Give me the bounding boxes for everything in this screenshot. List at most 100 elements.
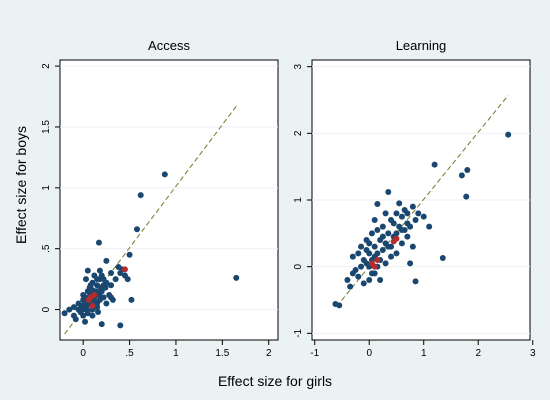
data-point [82,318,89,325]
data-point [100,294,107,301]
data-point [439,255,446,261]
data-point [407,260,414,267]
data-point [66,306,73,313]
data-point [94,304,101,311]
data-point [137,192,144,199]
data-point [390,220,397,227]
data-point [133,226,140,233]
data-point [393,250,400,257]
panel-title: Access [148,38,190,53]
panel-title: Learning [396,38,447,53]
y-tick-label: 1 [41,185,52,191]
y-tick-label: 2 [293,130,304,136]
data-point [404,233,411,240]
data-point [385,243,392,250]
data-point [415,210,422,217]
data-point [385,230,392,237]
data-point [96,267,103,274]
highlight-point [371,263,378,270]
data-point [98,288,105,295]
data-point [371,217,378,223]
data-point [398,240,405,247]
data-point [396,200,403,207]
data-point [355,273,362,280]
y-tick-label: 0 [41,306,52,312]
data-point [371,243,378,250]
data-point [89,279,96,286]
highlight-point [91,291,98,298]
x-tick-label: 1 [421,348,427,359]
data-point [82,276,89,283]
data-point [126,251,133,258]
data-point [108,282,115,289]
data-point [360,280,367,287]
panel-2: Learning -1 0 1 2 3 -1 0 1 2 3 [293,38,536,359]
data-point [336,302,343,309]
data-point [84,267,91,274]
data-point [401,207,408,213]
data-point [382,210,389,217]
data-point [409,203,416,210]
data-point [70,304,77,311]
data-point [379,233,386,240]
x-tick-label: 0 [366,348,372,359]
data-point [349,253,356,260]
y-tick-label: 0 [293,263,304,269]
data-point [409,243,416,250]
data-point [91,298,98,305]
highlight-point [89,302,96,309]
data-point [393,230,400,237]
x-tick-label: 3 [530,348,536,359]
data-point [458,172,465,179]
data-point [358,263,365,270]
data-point [426,223,433,230]
data-point [161,171,168,178]
data-point [398,213,405,220]
data-point [95,239,102,246]
x-tick-label: 2 [266,348,272,359]
data-point [412,217,419,223]
y-tick-label: 1.5 [41,120,52,134]
fit-line [336,95,509,307]
data-point [80,291,87,298]
data-point [377,277,384,283]
data-point [344,277,351,283]
data-point [84,310,91,317]
y-tick-label: -1 [293,328,304,337]
data-point [108,270,115,277]
data-point [379,247,386,253]
x-tick-label: -1 [310,348,319,359]
x-tick-label: .5 [125,348,134,359]
data-point [128,296,135,303]
data-point [379,223,386,230]
x-axis-title: Effect size for girls [217,373,333,389]
data-point [363,247,370,253]
data-point [374,201,381,207]
data-point [352,267,359,273]
data-point [103,279,110,286]
data-point [463,193,470,200]
x-tick-label: 1 [173,348,179,359]
data-point [108,294,115,301]
y-tick-label: 3 [293,63,304,69]
data-point [102,284,109,291]
data-point [355,250,362,257]
y-tick-label: 1 [293,197,304,203]
data-point [431,161,438,168]
data-point [72,316,79,323]
data-point [393,210,400,217]
data-point [366,277,373,283]
data-point [412,278,419,285]
data-point [98,321,105,328]
data-point [347,283,354,290]
x-tick-label: 0 [80,348,86,359]
x-tick-label: 2 [475,348,481,359]
y-tick-label: 2 [41,63,52,69]
highlight-point [374,257,381,263]
y-axis-title: Effect size for boys [13,125,29,245]
data-point [366,240,373,247]
data-point [385,189,392,195]
data-point [420,213,427,220]
